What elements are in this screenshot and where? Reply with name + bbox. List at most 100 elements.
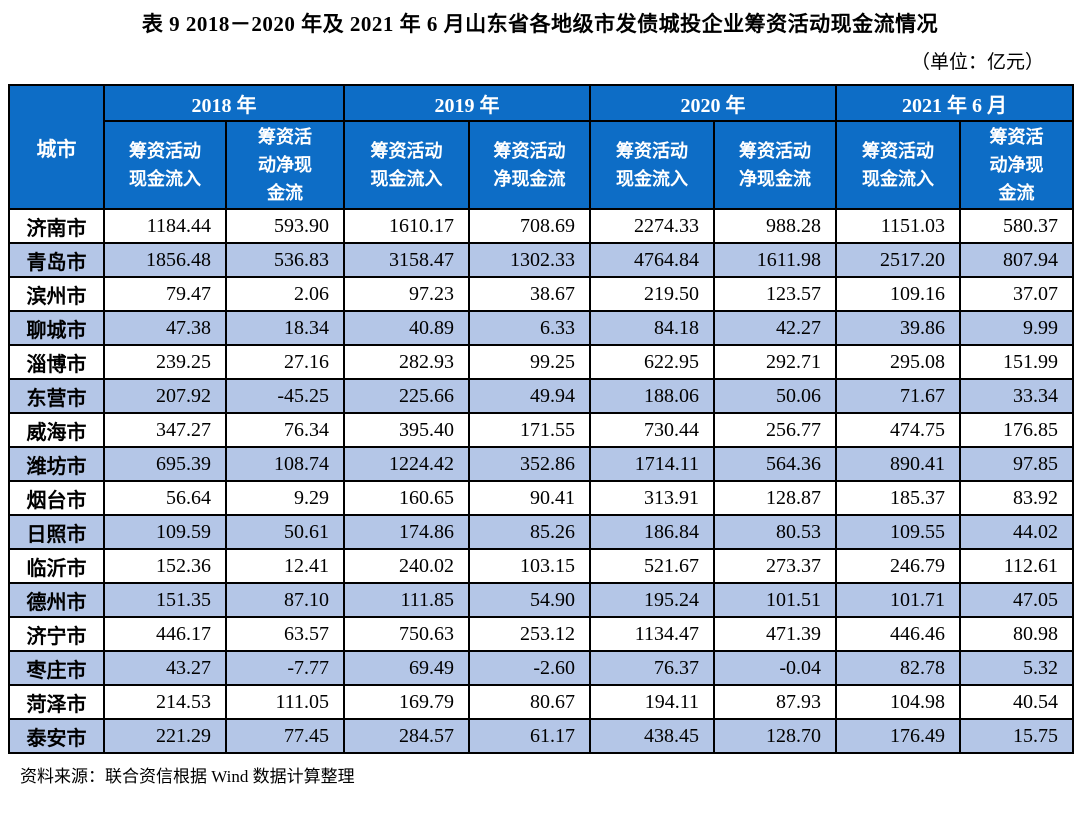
col-header-2020-inflow: 筹资活动 现金流入 xyxy=(589,120,715,210)
col-header-2021-net: 筹资活 动净现 金流 xyxy=(959,120,1074,210)
source-note: 资料来源：联合资信根据 Wind 数据计算整理 xyxy=(20,767,355,786)
value-cell: 44.02 xyxy=(959,514,1074,550)
value-cell: 730.44 xyxy=(589,412,715,448)
value-cell: 207.92 xyxy=(103,378,227,414)
value-cell: 347.27 xyxy=(103,412,227,448)
value-cell: 109.16 xyxy=(835,276,961,312)
value-cell: 76.34 xyxy=(225,412,345,448)
value-cell: 50.06 xyxy=(713,378,837,414)
value-cell: 186.84 xyxy=(589,514,715,550)
city-cell: 东营市 xyxy=(8,378,105,414)
value-cell: 313.91 xyxy=(589,480,715,516)
table-row: 聊城市 47.38 18.34 40.89 6.33 84.18 42.27 39.86 9.9… xyxy=(8,310,1074,346)
value-cell: 151.99 xyxy=(959,344,1074,380)
value-cell: 5.32 xyxy=(959,650,1074,686)
table-title: 表 9 2018－2020 年及 2021 年 6 月山东省各地级市发债城投企业… xyxy=(141,12,939,36)
value-cell: 42.27 xyxy=(713,310,837,346)
value-cell: 1134.47 xyxy=(589,616,715,652)
value-cell: 76.37 xyxy=(589,650,715,686)
city-cell: 枣庄市 xyxy=(8,650,105,686)
value-cell: 87.93 xyxy=(713,684,837,720)
city-cell: 潍坊市 xyxy=(8,446,105,482)
value-cell: 99.25 xyxy=(468,344,591,380)
value-cell: 77.45 xyxy=(225,718,345,754)
col-header-2018-net: 筹资活 动净现 金流 xyxy=(225,120,345,210)
value-cell: 6.33 xyxy=(468,310,591,346)
value-cell: 4764.84 xyxy=(589,242,715,278)
value-cell: 108.74 xyxy=(225,446,345,482)
value-cell: 185.37 xyxy=(835,480,961,516)
value-cell: 50.61 xyxy=(225,514,345,550)
value-cell: 219.50 xyxy=(589,276,715,312)
table-row: 日照市 109.59 50.61 174.86 85.26 186.84 80.53 109.… xyxy=(8,514,1074,550)
value-cell: 80.53 xyxy=(713,514,837,550)
value-cell: 438.45 xyxy=(589,718,715,754)
value-cell: 2.06 xyxy=(225,276,345,312)
value-cell: 1856.48 xyxy=(103,242,227,278)
value-cell: 38.67 xyxy=(468,276,591,312)
value-cell: 63.57 xyxy=(225,616,345,652)
value-cell: 593.90 xyxy=(225,208,345,244)
city-cell: 临沂市 xyxy=(8,548,105,584)
value-cell: 111.85 xyxy=(343,582,470,618)
value-cell: 12.41 xyxy=(225,548,345,584)
col-group-2020: 2020 年 xyxy=(589,84,837,122)
header-group-row: 城市 2018 年 2019 年 2020 年 2021 年 6 月 xyxy=(8,84,1074,210)
value-cell: 1302.33 xyxy=(468,242,591,278)
value-cell: 128.87 xyxy=(713,480,837,516)
value-cell: 1714.11 xyxy=(589,446,715,482)
value-cell: 225.66 xyxy=(343,378,470,414)
col-header-2019-inflow: 筹资活动 现金流入 xyxy=(343,120,470,210)
col-header-2019-net: 筹资活动 净现金流 xyxy=(468,120,591,210)
value-cell: 988.28 xyxy=(713,208,837,244)
value-cell: 195.24 xyxy=(589,582,715,618)
value-cell: 1151.03 xyxy=(835,208,961,244)
value-cell: 83.92 xyxy=(959,480,1074,516)
value-cell: 103.15 xyxy=(468,548,591,584)
value-cell: 214.53 xyxy=(103,684,227,720)
value-cell: 9.99 xyxy=(959,310,1074,346)
table-row: 青岛市 1856.48 536.83 3158.47 1302.33 4764.84 161… xyxy=(8,242,1074,278)
value-cell: 9.29 xyxy=(225,480,345,516)
value-cell: 37.07 xyxy=(959,276,1074,312)
value-cell: 56.64 xyxy=(103,480,227,516)
value-cell: 43.27 xyxy=(103,650,227,686)
value-cell: 352.86 xyxy=(468,446,591,482)
value-cell: 49.94 xyxy=(468,378,591,414)
table-row: 临沂市 152.36 12.41 240.02 103.15 521.67 273.37 24… xyxy=(8,548,1074,584)
table-row: 威海市 347.27 76.34 395.40 171.55 730.44 256.77 47… xyxy=(8,412,1074,448)
value-cell: 84.18 xyxy=(589,310,715,346)
value-cell: 152.36 xyxy=(103,548,227,584)
city-cell: 威海市 xyxy=(8,412,105,448)
value-cell: 101.51 xyxy=(713,582,837,618)
city-cell: 济宁市 xyxy=(8,616,105,652)
value-cell: 256.77 xyxy=(713,412,837,448)
value-cell: 27.16 xyxy=(225,344,345,380)
value-cell: 471.39 xyxy=(713,616,837,652)
value-cell: 1610.17 xyxy=(343,208,470,244)
city-cell: 菏泽市 xyxy=(8,684,105,720)
city-cell: 滨州市 xyxy=(8,276,105,312)
city-cell: 日照市 xyxy=(8,514,105,550)
value-cell: 174.86 xyxy=(343,514,470,550)
value-cell: 39.86 xyxy=(835,310,961,346)
value-cell: 47.38 xyxy=(103,310,227,346)
value-cell: 3158.47 xyxy=(343,242,470,278)
value-cell: 292.71 xyxy=(713,344,837,380)
value-cell: 446.46 xyxy=(835,616,961,652)
col-header-2018-inflow: 筹资活动 现金流入 xyxy=(103,120,227,210)
value-cell: 109.59 xyxy=(103,514,227,550)
value-cell: 284.57 xyxy=(343,718,470,754)
table-row: 潍坊市 695.39 108.74 1224.42 352.86 1714.11 564.3… xyxy=(8,446,1074,482)
value-cell: 47.05 xyxy=(959,582,1074,618)
value-cell: 194.11 xyxy=(589,684,715,720)
value-cell: 2274.33 xyxy=(589,208,715,244)
value-cell: 109.55 xyxy=(835,514,961,550)
value-cell: 112.61 xyxy=(959,548,1074,584)
value-cell: 622.95 xyxy=(589,344,715,380)
col-group-2021-06: 2021 年 6 月 xyxy=(835,84,1074,122)
value-cell: 97.85 xyxy=(959,446,1074,482)
value-cell: 708.69 xyxy=(468,208,591,244)
value-cell: 890.41 xyxy=(835,446,961,482)
city-cell: 济南市 xyxy=(8,208,105,244)
